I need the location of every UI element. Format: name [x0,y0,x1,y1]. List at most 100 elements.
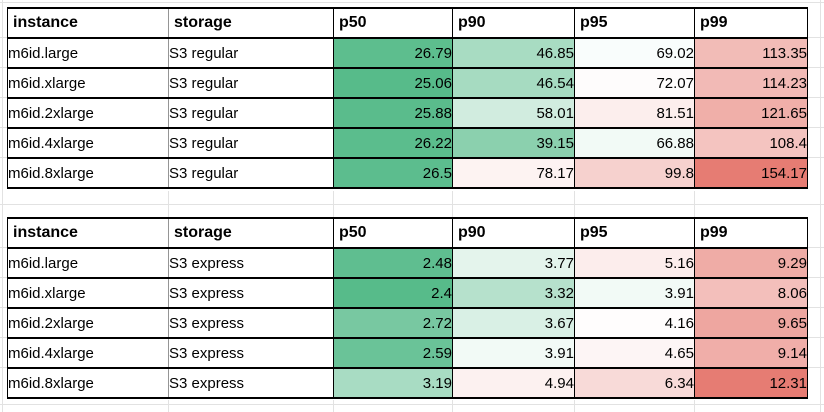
table-row: m6id.2xlarge S3 express 2.72 3.67 4.16 9… [7,307,808,339]
header-p50[interactable]: p50 [333,7,453,39]
instance-cell[interactable]: m6id.4xlarge [7,127,169,159]
header-p95[interactable]: p95 [574,7,695,39]
p99-cell[interactable]: 114.23 [694,67,808,99]
p99-cell[interactable]: 9.65 [694,307,808,339]
header-p50[interactable]: p50 [333,217,453,249]
p50-cell[interactable]: 3.19 [333,367,453,399]
gridline-stub [168,191,169,217]
p90-cell[interactable]: 78.17 [452,157,575,189]
p50-cell[interactable]: 26.79 [333,37,453,69]
storage-cell[interactable]: S3 express [168,247,334,279]
p95-cell[interactable]: 72.07 [574,67,695,99]
table-row: m6id.2xlarge S3 regular 25.88 58.01 81.5… [7,97,808,129]
table-row: m6id.8xlarge S3 regular 26.5 78.17 99.8 … [7,157,808,189]
gridline-stub [333,191,334,217]
gridline-stub [694,400,695,412]
instance-cell[interactable]: m6id.xlarge [7,67,169,99]
header-p95[interactable]: p95 [574,217,695,249]
p90-cell[interactable]: 3.91 [452,337,575,369]
gridline-horizontal [0,404,824,405]
p95-cell[interactable]: 99.8 [574,157,695,189]
p50-cell[interactable]: 26.5 [333,157,453,189]
header-instance[interactable]: instance [7,217,169,249]
instance-cell[interactable]: m6id.xlarge [7,277,169,309]
p99-cell[interactable]: 108.4 [694,127,808,159]
header-p99[interactable]: p99 [694,7,808,39]
p95-cell[interactable]: 69.02 [574,37,695,69]
p95-cell[interactable]: 5.16 [574,247,695,279]
table-row: m6id.large S3 regular 26.79 46.85 69.02 … [7,37,808,69]
p95-cell[interactable]: 6.34 [574,367,695,399]
p50-cell[interactable]: 2.72 [333,307,453,339]
gridline-vertical [2,0,3,412]
storage-cell[interactable]: S3 express [168,307,334,339]
p90-cell[interactable]: 3.67 [452,307,575,339]
s3-express-table: instance storage p50 p90 p95 p99 m6id.la… [7,217,808,399]
p90-cell[interactable]: 39.15 [452,127,575,159]
storage-cell[interactable]: S3 express [168,277,334,309]
gridline-vertical [820,0,821,412]
instance-cell[interactable]: m6id.8xlarge [7,367,169,399]
instance-cell[interactable]: m6id.8xlarge [7,157,169,189]
p99-cell[interactable]: 12.31 [694,367,808,399]
p50-cell[interactable]: 26.22 [333,127,453,159]
p99-cell[interactable]: 9.14 [694,337,808,369]
p95-cell[interactable]: 4.16 [574,307,695,339]
storage-cell[interactable]: S3 regular [168,97,334,129]
table-row: m6id.8xlarge S3 express 3.19 4.94 6.34 1… [7,367,808,399]
instance-cell[interactable]: m6id.large [7,37,169,69]
s3-regular-table: instance storage p50 p90 p95 p99 m6id.la… [7,7,808,189]
gridline-horizontal [0,2,824,3]
gridline-stub [574,400,575,412]
gridline-stub [168,400,169,412]
header-p90[interactable]: p90 [452,217,575,249]
header-storage[interactable]: storage [168,217,334,249]
p50-cell[interactable]: 25.06 [333,67,453,99]
storage-cell[interactable]: S3 regular [168,37,334,69]
p50-cell[interactable]: 2.48 [333,247,453,279]
p50-cell[interactable]: 25.88 [333,97,453,129]
instance-cell[interactable]: m6id.4xlarge [7,337,169,369]
storage-cell[interactable]: S3 express [168,337,334,369]
p90-cell[interactable]: 46.85 [452,37,575,69]
p95-cell[interactable]: 66.88 [574,127,695,159]
gridline-stub [452,191,453,217]
p50-cell[interactable]: 2.4 [333,277,453,309]
p99-cell[interactable]: 9.29 [694,247,808,279]
p90-cell[interactable]: 46.54 [452,67,575,99]
header-row: instance storage p50 p90 p95 p99 [7,217,808,249]
gridline-stub [333,400,334,412]
table-row: m6id.xlarge S3 regular 25.06 46.54 72.07… [7,67,808,99]
instance-cell[interactable]: m6id.2xlarge [7,97,169,129]
p90-cell[interactable]: 3.32 [452,277,575,309]
gridline-stub [694,191,695,217]
instance-cell[interactable]: m6id.large [7,247,169,279]
p95-cell[interactable]: 81.51 [574,97,695,129]
storage-cell[interactable]: S3 express [168,367,334,399]
p90-cell[interactable]: 3.77 [452,247,575,279]
p99-cell[interactable]: 154.17 [694,157,808,189]
gridline-stub [452,400,453,412]
header-p90[interactable]: p90 [452,7,575,39]
header-instance[interactable]: instance [7,7,169,39]
instance-cell[interactable]: m6id.2xlarge [7,307,169,339]
p99-cell[interactable]: 113.35 [694,37,808,69]
gridline-horizontal [0,204,824,205]
p90-cell[interactable]: 58.01 [452,97,575,129]
p95-cell[interactable]: 3.91 [574,277,695,309]
table-row: m6id.4xlarge S3 regular 26.22 39.15 66.8… [7,127,808,159]
storage-cell[interactable]: S3 regular [168,127,334,159]
table-row: m6id.large S3 express 2.48 3.77 5.16 9.2… [7,247,808,279]
p50-cell[interactable]: 2.59 [333,337,453,369]
p90-cell[interactable]: 4.94 [452,367,575,399]
p99-cell[interactable]: 121.65 [694,97,808,129]
table-row: m6id.4xlarge S3 express 2.59 3.91 4.65 9… [7,337,808,369]
storage-cell[interactable]: S3 regular [168,67,334,99]
table-row: m6id.xlarge S3 express 2.4 3.32 3.91 8.0… [7,277,808,309]
p99-cell[interactable]: 8.06 [694,277,808,309]
p95-cell[interactable]: 4.65 [574,337,695,369]
header-storage[interactable]: storage [168,7,334,39]
gridline-stub [574,191,575,217]
storage-cell[interactable]: S3 regular [168,157,334,189]
header-p99[interactable]: p99 [694,217,808,249]
